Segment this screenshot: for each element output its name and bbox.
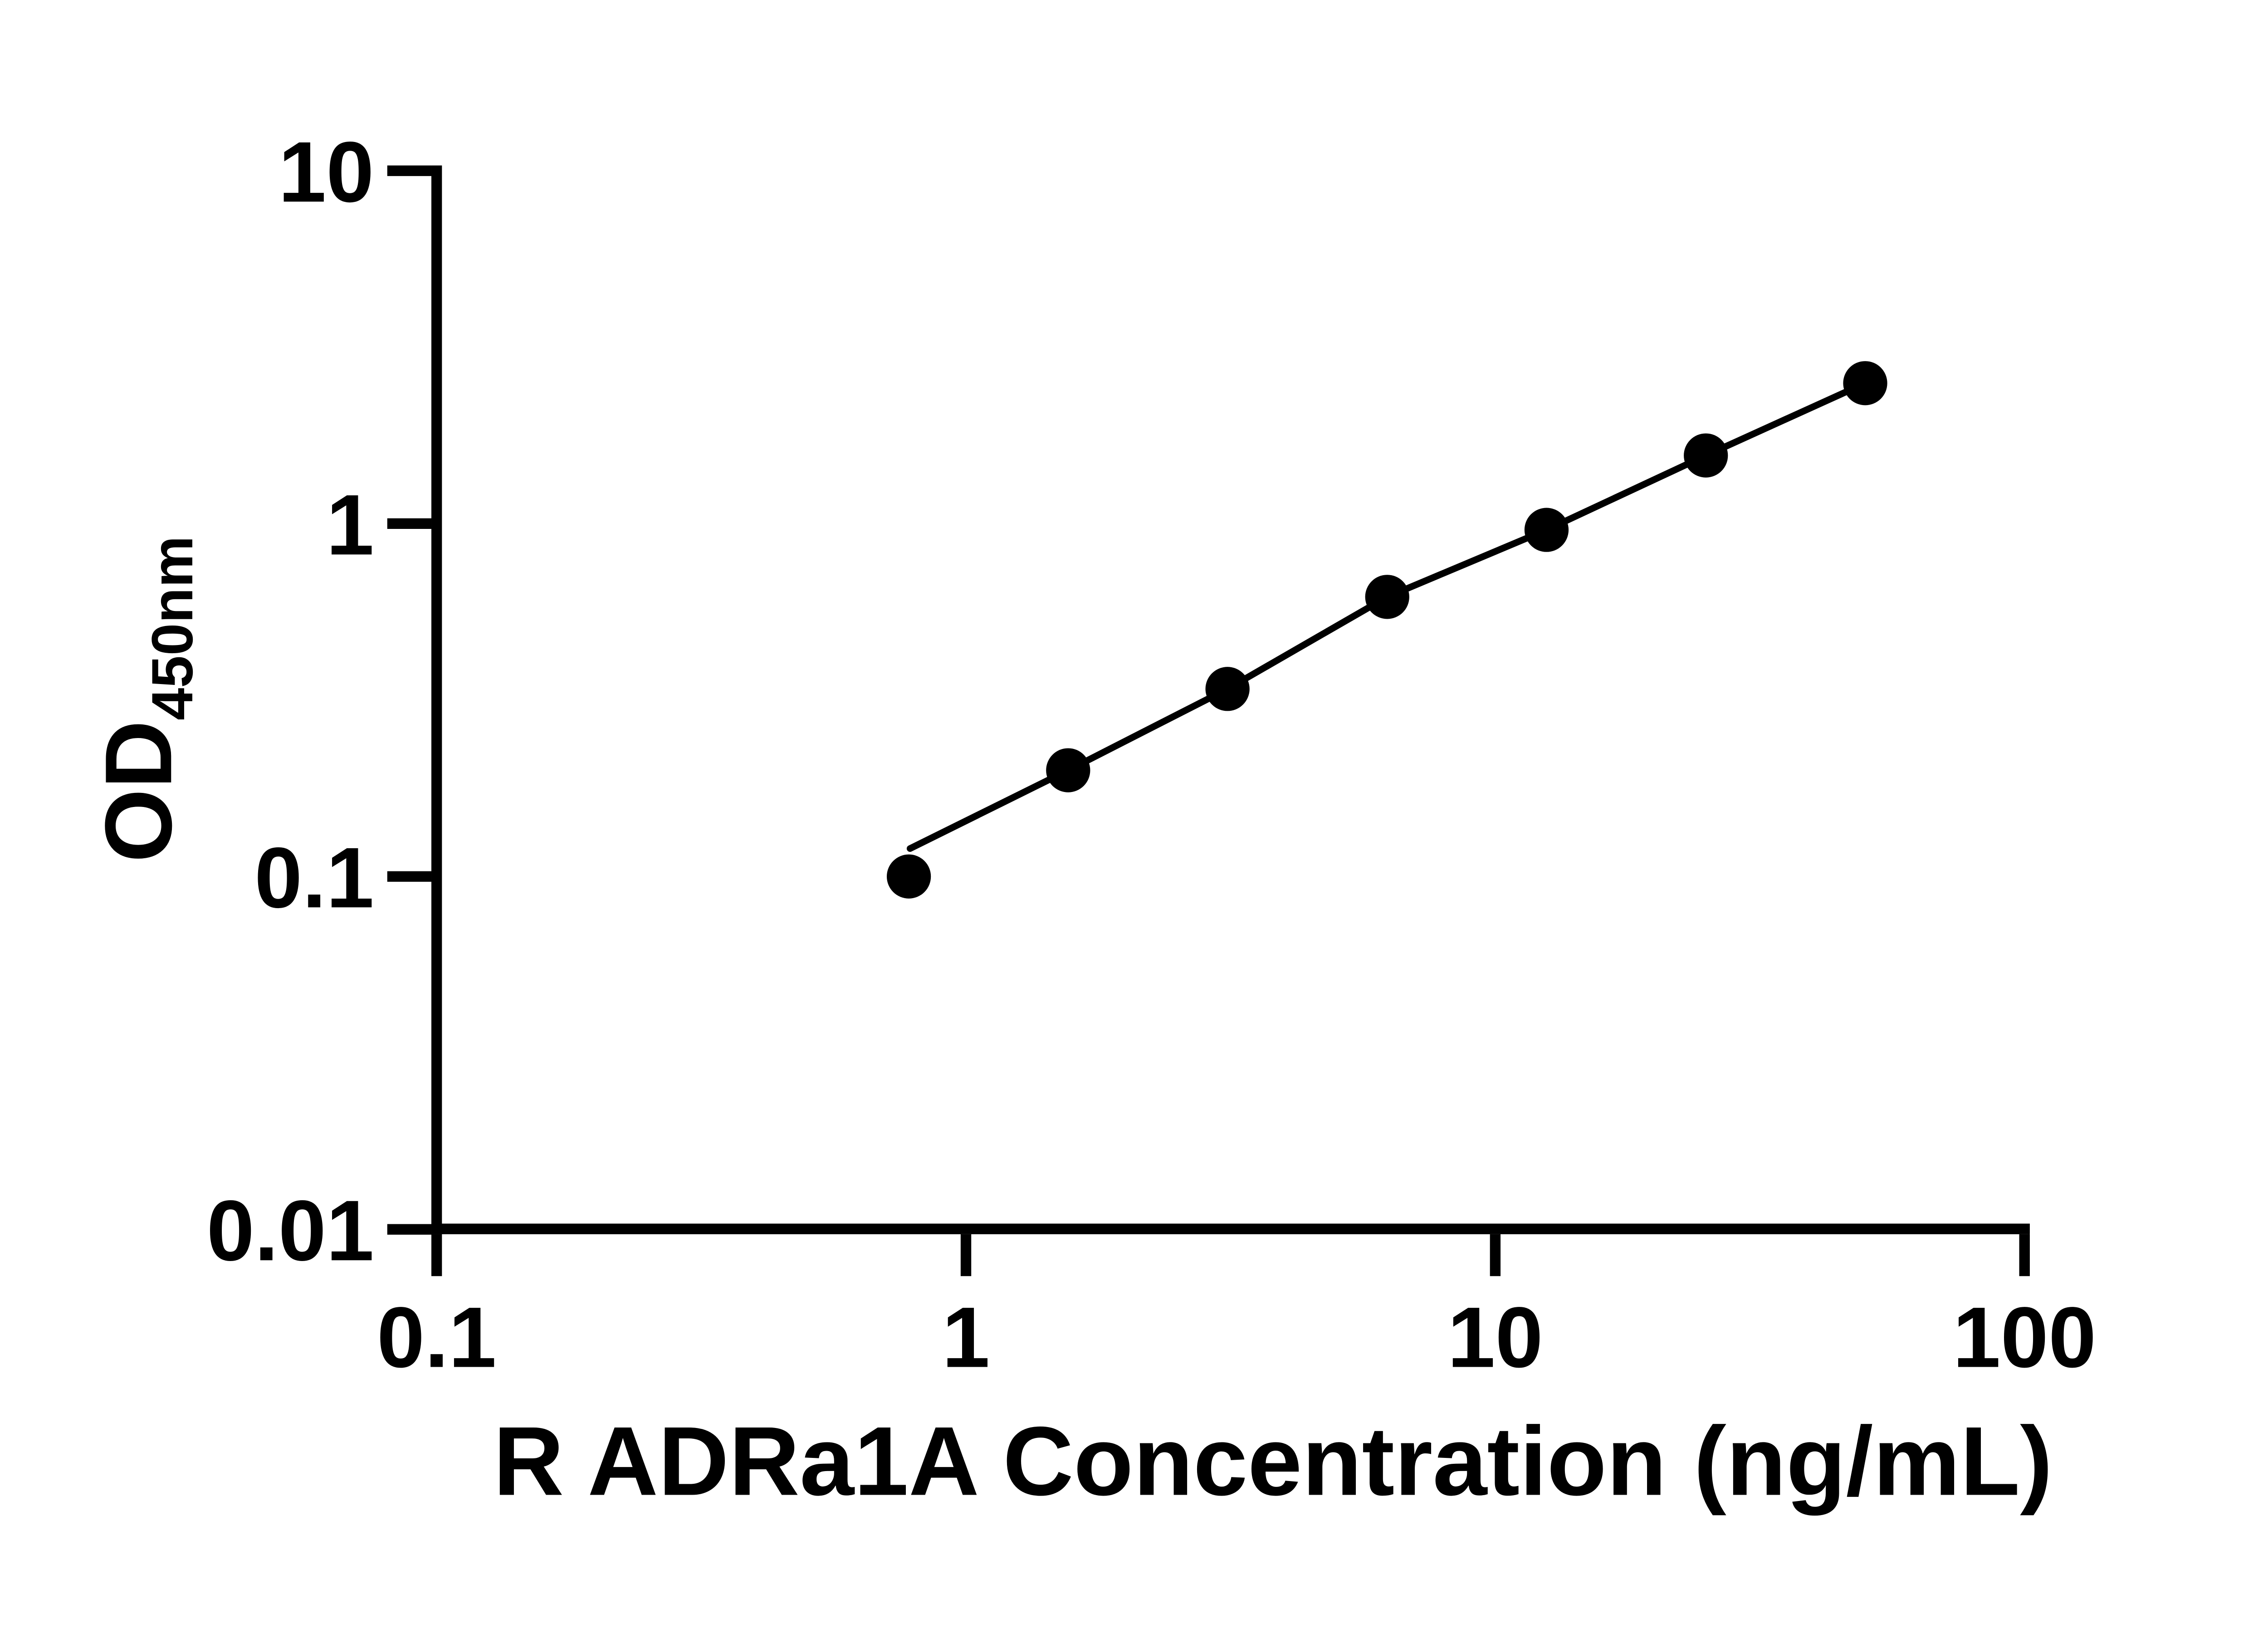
x-tick-label: 10 bbox=[1447, 1290, 1543, 1386]
plot-area bbox=[886, 361, 1887, 899]
y-axis-title-subscript: 450nm bbox=[140, 536, 205, 720]
y-axis-title-main: OD bbox=[86, 720, 191, 863]
data-point-marker bbox=[1524, 508, 1569, 552]
data-point-marker bbox=[1046, 748, 1090, 792]
y-tick-label: 10 bbox=[279, 124, 374, 220]
axes bbox=[431, 165, 2030, 1234]
y-tick-label: 1 bbox=[326, 477, 374, 573]
y-tick-label: 0.01 bbox=[207, 1183, 374, 1279]
axis-ticks bbox=[387, 165, 2030, 1276]
x-axis-title: R ADRa1A Concentration (ng/mL) bbox=[493, 1407, 2053, 1516]
x-tick-label: 100 bbox=[1953, 1290, 2096, 1386]
data-point-marker bbox=[886, 854, 931, 899]
y-tick-label: 0.1 bbox=[254, 830, 374, 926]
data-point-marker bbox=[1365, 575, 1409, 619]
data-point-marker bbox=[1684, 433, 1728, 478]
data-point-marker bbox=[1205, 667, 1250, 711]
data-point-marker bbox=[1843, 361, 1887, 406]
x-tick-label: 1 bbox=[942, 1290, 990, 1386]
x-tick-label: 0.1 bbox=[377, 1290, 497, 1386]
y-axis-title: OD450nm bbox=[86, 536, 205, 862]
